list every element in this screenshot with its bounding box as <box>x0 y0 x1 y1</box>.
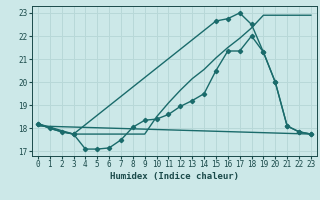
X-axis label: Humidex (Indice chaleur): Humidex (Indice chaleur) <box>110 172 239 181</box>
